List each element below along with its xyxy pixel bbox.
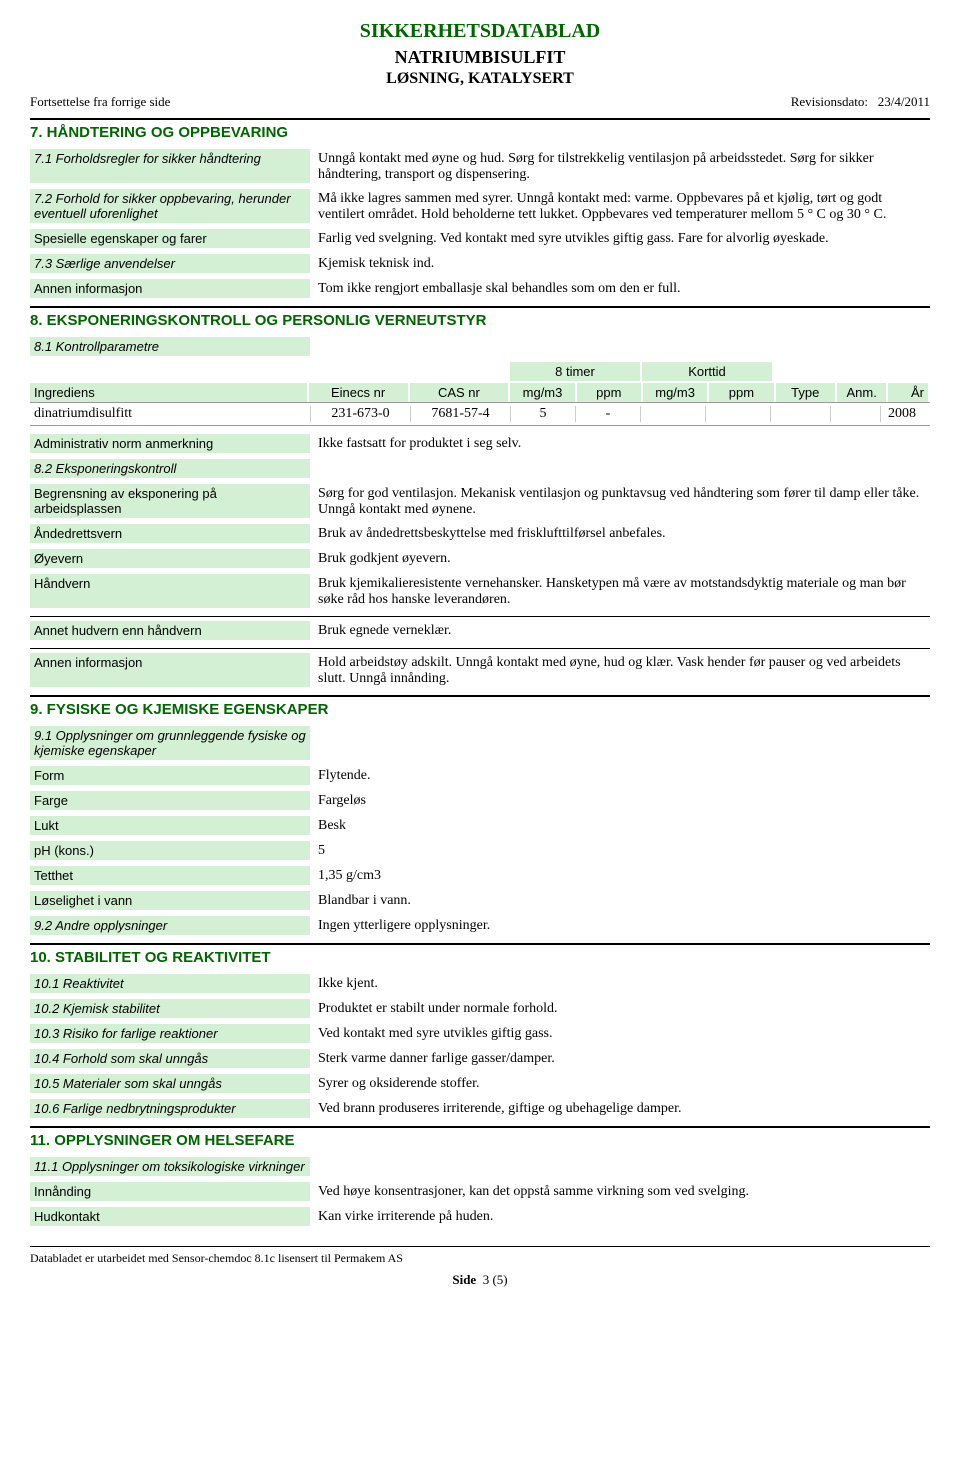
product-name-2: LØSNING, KATALYSERT — [30, 70, 930, 88]
td-year: 2008 — [880, 406, 920, 422]
value-8-oye: Bruk godkjent øyevern. — [318, 549, 930, 568]
value-8-and: Bruk av åndedrettsbeskyttelse med friskl… — [318, 524, 930, 543]
th-ppm1: ppm — [577, 383, 641, 402]
value-form: Flytende. — [318, 766, 930, 785]
th-mg1: mg/m3 — [510, 383, 574, 402]
label-innand: Innånding — [30, 1182, 310, 1201]
label-8-hand: Håndvern — [30, 574, 310, 608]
value-hudk: Kan virke irriterende på huden. — [318, 1207, 930, 1226]
label-7-3: Spesielle egenskaper og farer — [30, 229, 310, 248]
td-ppm1: - — [575, 406, 640, 422]
td-ppm2 — [705, 406, 770, 422]
label-10-2: 10.2 Kjemisk stabilitet — [30, 999, 310, 1018]
label-8-oye: Øyevern — [30, 549, 310, 568]
exposure-table: 8 timer Korttid Ingrediens Einecs nr CAS… — [30, 362, 930, 426]
value-9-2: Ingen ytterligere opplysninger. — [318, 916, 930, 935]
label-8-adm: Administrativ norm anmerkning — [30, 434, 310, 453]
th-anm: Anm. — [837, 383, 886, 402]
th-cas: CAS nr — [410, 383, 509, 402]
footer-text: Databladet er utarbeidet med Sensor-chem… — [30, 1246, 930, 1266]
label-7-5: Annen informasjon — [30, 279, 310, 298]
th-type: Type — [776, 383, 835, 402]
value-farge: Fargeløs — [318, 791, 930, 810]
td-mg2 — [640, 406, 705, 422]
label-8-annet: Annet hudvern enn håndvern — [30, 621, 310, 640]
td-mg1: 5 — [510, 406, 575, 422]
value-7-2: Må ikke lagres sammen med syrer. Unngå k… — [318, 189, 930, 223]
continuation-text: Fortsettelse fra forrige side — [30, 94, 170, 110]
document-title: SIKKERHETSDATABLAD — [30, 20, 930, 43]
label-8-info: Annen informasjon — [30, 653, 310, 687]
label-ph: pH (kons.) — [30, 841, 310, 860]
label-8-2: 8.2 Eksponeringskontroll — [30, 459, 310, 478]
td-ingredient: dinatriumdisulfitt — [30, 406, 310, 422]
td-einecs: 231-673-0 — [310, 406, 410, 422]
value-8-begr: Sørg for god ventilasjon. Mekanisk venti… — [318, 484, 930, 518]
label-farge: Farge — [30, 791, 310, 810]
value-8-info: Hold arbeidstøy adskilt. Unngå kontakt m… — [318, 653, 930, 687]
section-10-heading: 10. STABILITET OG REAKTIVITET — [30, 943, 930, 966]
label-lukt: Lukt — [30, 816, 310, 835]
section-8-heading: 8. EKSPONERINGSKONTROLL OG PERSONLIG VER… — [30, 306, 930, 329]
value-8-hand: Bruk kjemikalieresistente vernehansker. … — [318, 574, 930, 608]
page-number: Side 3 (5) — [30, 1272, 930, 1288]
value-10-1: Ikke kjent. — [318, 974, 930, 993]
label-form: Form — [30, 766, 310, 785]
value-7-3: Farlig ved svelgning. Ved kontakt med sy… — [318, 229, 930, 248]
value-losel: Blandbar i vann. — [318, 891, 930, 910]
label-8-1: 8.1 Kontrollparametre — [30, 337, 310, 356]
td-type — [770, 406, 830, 422]
label-10-6: 10.6 Farlige nedbrytningsprodukter — [30, 1099, 310, 1118]
label-7-4: 7.3 Særlige anvendelser — [30, 254, 310, 273]
label-10-3: 10.3 Risiko for farlige reaktioner — [30, 1024, 310, 1043]
label-9-2: 9.2 Andre opplysninger — [30, 916, 310, 935]
th-einecs: Einecs nr — [309, 383, 408, 402]
value-8-annet: Bruk egnede verneklær. — [318, 621, 930, 640]
th-ppm2: ppm — [709, 383, 773, 402]
value-tetthet: 1,35 g/cm3 — [318, 866, 930, 885]
value-lukt: Besk — [318, 816, 930, 835]
value-innand: Ved høye konsentrasjoner, kan det oppstå… — [318, 1182, 930, 1201]
label-7-2: 7.2 Forhold for sikker oppbevaring, heru… — [30, 189, 310, 223]
section-9-heading: 9. FYSISKE OG KJEMISKE EGENSKAPER — [30, 695, 930, 718]
td-anm — [830, 406, 880, 422]
th-mg2: mg/m3 — [643, 383, 707, 402]
label-losel: Løselighet i vann — [30, 891, 310, 910]
table-row: dinatriumdisulfitt 231-673-0 7681-57-4 5… — [30, 402, 930, 426]
label-10-1: 10.1 Reaktivitet — [30, 974, 310, 993]
value-10-6: Ved brann produseres irriterende, giftig… — [318, 1099, 930, 1118]
value-10-4: Sterk varme danner farlige gasser/damper… — [318, 1049, 930, 1068]
label-hudk: Hudkontakt — [30, 1207, 310, 1226]
label-tetthet: Tetthet — [30, 866, 310, 885]
value-10-5: Syrer og oksiderende stoffer. — [318, 1074, 930, 1093]
value-7-5: Tom ikke rengjort emballasje skal behand… — [318, 279, 930, 298]
label-7-1: 7.1 Forholdsregler for sikker håndtering — [30, 149, 310, 183]
label-11-1: 11.1 Opplysninger om toksikologiske virk… — [30, 1157, 310, 1176]
value-7-1: Unngå kontakt med øyne og hud. Sørg for … — [318, 149, 930, 183]
value-10-3: Ved kontakt med syre utvikles giftig gas… — [318, 1024, 930, 1043]
label-9-1: 9.1 Opplysninger om grunnleggende fysisk… — [30, 726, 310, 760]
td-cas: 7681-57-4 — [410, 406, 510, 422]
th-year: År — [888, 383, 928, 402]
section-7-heading: 7. HÅNDTERING OG OPPBEVARING — [30, 118, 930, 141]
product-name-1: NATRIUMBISULFIT — [30, 47, 930, 68]
value-ph: 5 — [318, 841, 930, 860]
section-11-heading: 11. OPPLYSNINGER OM HELSEFARE — [30, 1126, 930, 1149]
value-10-2: Produktet er stabilt under normale forho… — [318, 999, 930, 1018]
value-7-4: Kjemisk teknisk ind. — [318, 254, 930, 273]
value-8-adm: Ikke fastsatt for produktet i seg selv. — [318, 434, 930, 453]
label-8-and: Åndedrettsvern — [30, 524, 310, 543]
th-ingredient: Ingrediens — [30, 383, 307, 402]
table-group-kort: Korttid — [642, 362, 772, 381]
label-10-5: 10.5 Materialer som skal unngås — [30, 1074, 310, 1093]
table-group-8h: 8 timer — [510, 362, 640, 381]
label-8-begr: Begrensning av eksponering på arbeidspla… — [30, 484, 310, 518]
label-10-4: 10.4 Forhold som skal unngås — [30, 1049, 310, 1068]
revision-date: Revisionsdato: 23/4/2011 — [791, 94, 930, 110]
